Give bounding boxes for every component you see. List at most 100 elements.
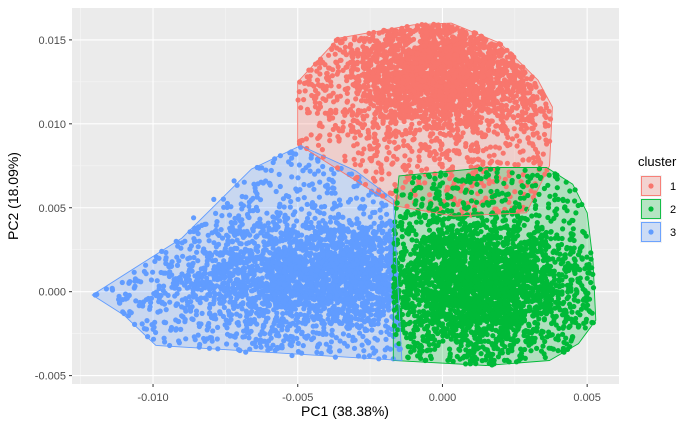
data-point xyxy=(126,292,132,298)
data-point xyxy=(242,233,248,239)
data-point xyxy=(242,246,248,252)
data-point xyxy=(161,283,167,289)
data-point xyxy=(315,142,322,148)
data-point xyxy=(155,309,161,315)
data-point xyxy=(184,299,190,305)
data-point xyxy=(349,171,355,177)
data-point xyxy=(360,266,366,272)
data-point xyxy=(219,235,226,241)
data-point xyxy=(200,249,206,255)
data-point xyxy=(308,219,314,226)
data-point xyxy=(163,307,169,313)
data-point xyxy=(174,254,180,260)
data-point xyxy=(300,284,306,290)
data-point xyxy=(127,279,133,285)
data-point xyxy=(284,216,290,222)
data-point xyxy=(277,201,283,207)
data-point xyxy=(204,258,210,264)
data-point xyxy=(323,272,329,278)
data-point xyxy=(224,325,230,331)
data-point xyxy=(454,125,460,131)
data-point xyxy=(271,291,277,297)
data-point xyxy=(311,186,317,192)
data-point xyxy=(491,129,497,135)
data-point xyxy=(324,245,331,251)
data-point xyxy=(336,197,343,203)
data-point xyxy=(206,320,212,327)
data-point xyxy=(300,343,306,349)
data-point xyxy=(128,310,134,316)
data-point xyxy=(326,299,332,305)
data-point xyxy=(412,45,418,51)
data-point xyxy=(202,221,208,227)
data-point xyxy=(298,243,304,249)
data-point xyxy=(235,347,242,353)
data-point xyxy=(119,279,125,286)
data-point xyxy=(363,230,369,236)
data-point xyxy=(258,311,264,317)
data-point xyxy=(276,260,282,266)
data-point xyxy=(139,321,145,327)
data-point xyxy=(328,166,335,172)
data-point xyxy=(167,342,173,349)
data-point xyxy=(214,336,220,342)
data-point xyxy=(288,198,294,205)
data-point xyxy=(321,171,327,177)
data-point xyxy=(211,196,217,202)
data-point xyxy=(141,268,147,275)
data-point xyxy=(445,71,451,77)
data-point xyxy=(287,256,293,262)
data-point xyxy=(313,323,319,329)
data-point xyxy=(224,341,230,347)
data-point xyxy=(236,322,242,328)
data-point xyxy=(276,280,282,286)
data-point xyxy=(301,181,307,188)
data-point xyxy=(330,185,336,191)
data-point xyxy=(183,336,189,342)
data-point xyxy=(241,179,247,185)
data-point xyxy=(243,349,249,355)
data-point xyxy=(330,310,336,316)
data-point xyxy=(300,247,306,253)
data-point xyxy=(207,310,213,316)
data-point xyxy=(343,301,349,307)
data-point xyxy=(349,299,356,305)
data-point xyxy=(500,81,506,87)
data-point xyxy=(251,240,257,246)
data-point xyxy=(273,188,279,195)
data-point xyxy=(329,177,335,183)
data-point xyxy=(210,270,216,276)
data-point xyxy=(179,297,185,303)
data-point xyxy=(349,322,355,328)
data-point xyxy=(172,276,179,282)
data-point xyxy=(383,318,390,324)
data-point xyxy=(329,327,335,333)
data-point xyxy=(231,178,237,184)
data-point xyxy=(372,209,378,215)
data-point xyxy=(372,284,378,290)
data-point xyxy=(156,255,162,261)
data-point xyxy=(385,304,391,310)
data-point xyxy=(174,291,180,297)
data-point xyxy=(345,317,351,323)
data-point xyxy=(191,228,197,235)
data-point xyxy=(383,202,389,208)
data-point xyxy=(363,86,369,92)
data-point xyxy=(268,167,274,174)
data-point xyxy=(324,190,330,196)
data-point xyxy=(274,304,280,310)
data-point xyxy=(365,130,371,136)
data-point xyxy=(244,241,250,247)
data-point xyxy=(366,261,372,267)
data-point xyxy=(532,82,538,89)
data-point xyxy=(345,296,351,302)
data-point xyxy=(360,257,366,263)
data-point xyxy=(371,228,377,235)
data-point xyxy=(187,294,193,300)
data-point xyxy=(361,299,368,305)
data-point xyxy=(293,279,299,285)
data-point xyxy=(273,226,279,233)
data-point xyxy=(320,296,326,302)
data-point xyxy=(144,318,150,324)
data-point xyxy=(313,273,319,279)
